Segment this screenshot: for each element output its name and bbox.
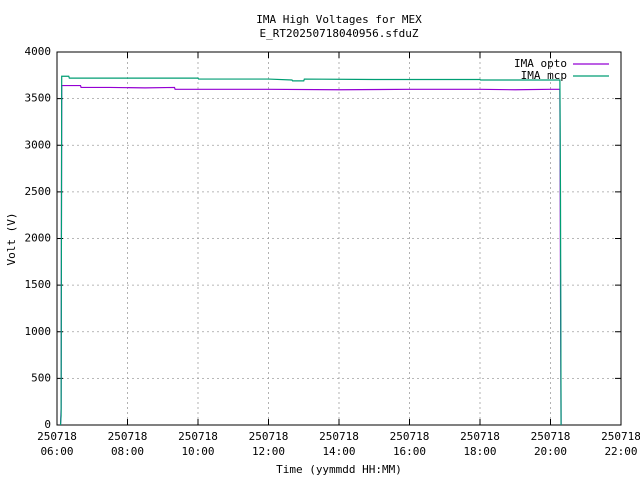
x-tick-label: 250718 20:00 [530, 430, 571, 458]
legend-label: IMA opto [514, 57, 567, 70]
x-tick-label: 250718 12:00 [248, 430, 289, 458]
y-tick-label: 1500 [25, 278, 52, 291]
series-line [59, 75, 562, 426]
x-tick-label: 250718 16:00 [389, 430, 430, 458]
x-tick-label: 250718 08:00 [107, 430, 148, 458]
x-tick-label: 250718 22:00 [601, 430, 640, 458]
y-tick-label: 500 [31, 371, 51, 384]
x-tick-label: 250718 10:00 [178, 430, 218, 458]
chart-subtitle: E_RT20250718040956.sfduZ [260, 27, 419, 40]
y-tick-label: 4000 [25, 45, 52, 58]
chart-title: IMA High Voltages for MEX [256, 13, 422, 26]
x-axis-label: Time (yymmdd HH:MM) [276, 463, 402, 476]
x-tick-label: 250718 18:00 [460, 430, 500, 458]
y-axis-label: Volt (V) [5, 213, 18, 266]
y-tick-label: 3500 [25, 92, 52, 105]
series-line [59, 84, 562, 426]
y-tick-label: 2500 [25, 185, 52, 198]
y-tick-label: 2000 [25, 232, 52, 245]
plot-frame [56, 51, 622, 426]
x-tick-label: 250718 14:00 [319, 430, 359, 458]
y-tick-label: 3000 [25, 138, 52, 151]
y-tick-label: 0 [44, 418, 51, 431]
x-tick-label: 250718 06:00 [37, 430, 77, 458]
legend-label: IMA mcp [521, 69, 567, 82]
y-tick-label: 1000 [25, 325, 52, 338]
